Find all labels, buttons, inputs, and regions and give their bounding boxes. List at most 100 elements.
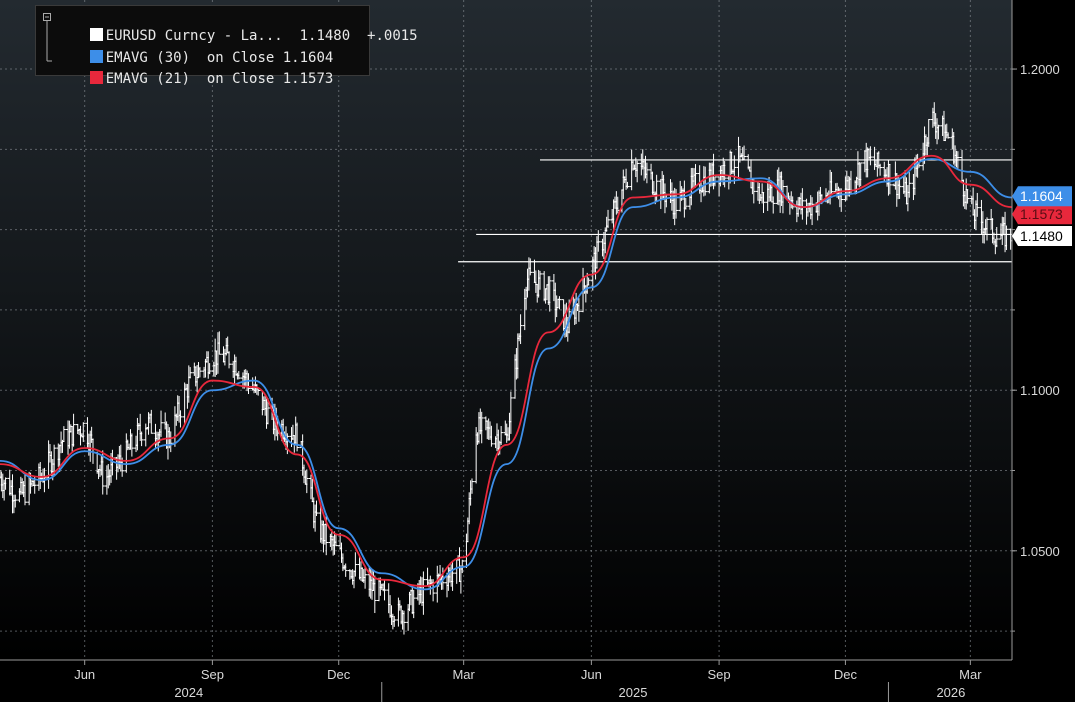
price-bar [576,298,581,322]
price-bar [955,151,960,169]
badge-ema30: 1.1604 [1012,186,1072,207]
ema21-line [0,154,1013,588]
legend: EURUSD Curncy - La... 1.1480 +.0015 EMAV… [35,5,418,87]
x-tick-label: Dec [834,667,858,682]
badge-ema21-text: 1.1573 [1020,206,1063,222]
price-bar [227,351,232,369]
badge-last-text: 1.1480 [1020,228,1063,244]
price-bar [333,534,338,547]
price-bar [178,410,183,428]
price-bar [547,276,552,312]
legend-ema21-value: 1.1573 [282,71,334,87]
price-bar [557,296,562,310]
price-bar [810,197,815,226]
x-year-label: 2025 [619,685,648,700]
price-bar [353,552,358,577]
price-bar [129,433,134,457]
legend-ema30-on: on Close [206,50,275,66]
legend-ema21-swatch [89,71,103,84]
legend-ema30[interactable]: EMAVG (30) on Close 1.1604 [56,31,333,66]
x-year-label: 2026 [936,685,965,700]
price-bar [81,422,86,442]
price-bar [314,500,319,517]
price-bar [644,162,649,184]
price-bar [392,615,397,627]
legend-ema21-label: EMAVG (21) [105,71,191,87]
x-tick-label: Mar [452,667,475,682]
price-bar [61,426,66,442]
price-bar [363,565,368,589]
price-bar [207,363,212,375]
price-bar [732,155,737,184]
price-bar [508,391,513,434]
price-bar [936,124,941,140]
x-tick-label: Mar [959,667,982,682]
price-bar [71,413,76,447]
price-bar [100,450,105,495]
price-bar [188,367,193,379]
price-bar [887,163,892,195]
price-bar [965,189,970,204]
price-bar [3,477,8,490]
price-bar [586,277,591,286]
price-bar [528,258,533,276]
price-bar [994,226,999,248]
price-bar [907,172,912,198]
price-bar [800,188,805,220]
x-tick-label: Sep [201,667,224,682]
price-bar [722,161,727,188]
price-bar [469,478,474,494]
x-tick-label: Dec [327,667,351,682]
ema30-line [0,158,1013,591]
price-bar [703,166,708,196]
price-bar [878,163,883,176]
price-bar [479,411,484,444]
y-axis: 1.0500 1.1000 1.2000 [1012,62,1060,632]
legend-main[interactable]: EURUSD Curncy - La... 1.1480 +.0015 [56,9,418,44]
price-bar [450,561,455,591]
xaxis-background [0,660,1012,702]
price-bar [52,444,57,477]
price-bar [304,469,309,494]
price-bar [489,425,494,447]
ema-lines [0,154,1013,591]
price-bar [926,118,931,147]
price-bar [693,164,698,188]
price-bar [839,188,844,212]
price-bar [217,331,222,355]
price-bar [596,230,601,252]
legend-ema30-swatch [89,50,103,63]
legend-ema21[interactable]: EMAVG (21) on Close 1.1573 [56,52,333,87]
price-bar [256,388,261,396]
y-tick-label: 1.2000 [1020,62,1060,77]
support-resistance-lines [458,159,1012,263]
value-badges: 1.1573 1.1604 1.1480 [1012,186,1072,247]
price-bar [761,192,766,213]
price-bar [771,196,776,214]
price-bar [742,145,747,160]
price-bar [635,160,640,183]
x-tick-label: Sep [708,667,731,682]
price-bar [858,162,863,187]
price-bar [518,314,523,345]
badge-ema21: 1.1573 [1012,204,1072,225]
badge-ema30-shape [1012,186,1072,207]
price-bar [295,422,300,452]
price-bar [975,192,980,217]
price-bar [197,366,202,378]
price-bar [538,270,543,290]
price-bar [411,589,416,619]
legend-ema30-value: 1.1604 [282,50,334,66]
grid-lines [0,0,1012,660]
price-bar [149,409,154,434]
y-tick-label: 1.0500 [1020,544,1060,559]
price-bar [946,132,951,139]
legend-ema30-label: EMAVG (30) [105,50,191,66]
price-bar [343,563,348,577]
x-tick-label: Jun [74,667,95,682]
x-year-label: 2024 [174,685,203,700]
price-bar [159,410,164,437]
price-bar [22,473,27,506]
legend-main-swatch [89,28,103,41]
price-bar [265,398,270,425]
